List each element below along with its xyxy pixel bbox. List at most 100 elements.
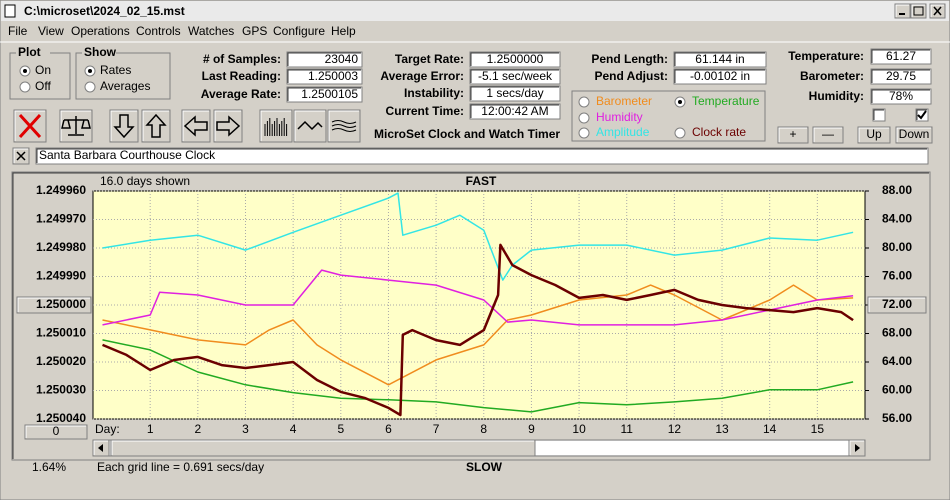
menu-item[interactable]: Watches — [188, 24, 234, 38]
y2-tick-button[interactable] — [867, 296, 927, 314]
field-box — [870, 68, 932, 85]
y2-tick-label: 80.00 — [882, 240, 912, 254]
y-tick-button-highlight — [17, 297, 90, 312]
checkbox-shade — [873, 109, 884, 120]
group-title-bg — [82, 47, 116, 59]
menu-item[interactable]: Controls — [136, 24, 181, 38]
legend-label: Humidity — [596, 110, 643, 124]
menu-item[interactable]: Operations — [71, 24, 130, 38]
button[interactable] — [895, 126, 933, 144]
field-label: # of Samples: — [203, 52, 281, 66]
y-tick-label: 1.249990 — [36, 269, 86, 283]
x-tick-label: 11 — [620, 422, 633, 436]
window-max-button[interactable] — [910, 3, 927, 19]
toolbar-button-down-highlight — [110, 110, 137, 141]
legend-radio[interactable] — [578, 112, 590, 124]
radio-label: Rates — [100, 63, 131, 77]
menu-item[interactable]: File — [8, 24, 28, 38]
toolbar-button-clear-highlight — [14, 110, 45, 141]
button-label: Down — [899, 127, 930, 141]
x-tick-label: 5 — [337, 422, 344, 436]
scroll-thumb[interactable] — [110, 439, 536, 457]
y2-tick-label: 76.00 — [882, 269, 912, 283]
button[interactable] — [777, 126, 809, 144]
y-tick-button[interactable] — [16, 296, 92, 314]
series-line — [102, 284, 854, 386]
field-box-shade — [871, 49, 930, 63]
radio-button[interactable] — [19, 81, 31, 93]
legend-radio[interactable] — [578, 96, 590, 108]
field-box-shade — [674, 69, 765, 83]
series-line — [102, 339, 854, 413]
scroll-left-highlight — [93, 440, 108, 455]
toolbar-button-balance-highlight — [60, 110, 91, 141]
radio-dot — [88, 69, 92, 73]
scroll-zero-button[interactable] — [24, 424, 88, 440]
toolbar-button-wave-highlight — [294, 110, 325, 141]
button[interactable] — [857, 126, 891, 144]
x-tick-label: 2 — [194, 422, 201, 436]
x-tick-label: 1 — [147, 422, 154, 436]
x-tick-label: 4 — [290, 422, 297, 436]
bottom-label: SLOW — [466, 460, 503, 474]
series-line — [102, 269, 854, 326]
y2-tick-label: 64.00 — [882, 354, 912, 368]
toolbar-button-lines-highlight — [328, 110, 359, 141]
field-label: Temperature: — [788, 49, 864, 63]
menu-item[interactable]: GPS — [242, 24, 267, 38]
legend-label: Temperature — [692, 94, 760, 108]
radio-label: On — [35, 63, 51, 77]
legend-radio-dot — [678, 100, 682, 104]
bars-icon — [264, 118, 288, 136]
field-box-shade — [287, 52, 361, 66]
group-title-bg — [16, 47, 50, 59]
x-tick-label: 9 — [528, 422, 535, 436]
field-value: 1 secs/day — [486, 86, 543, 100]
toolbar-button-left[interactable] — [181, 109, 211, 143]
menu-item[interactable]: Help — [331, 24, 356, 38]
toolbar-button-right[interactable] — [213, 109, 243, 143]
y-tick-label: 1.250040 — [36, 411, 86, 425]
x-tick-label: 3 — [242, 422, 249, 436]
field-value: 61.27 — [886, 49, 916, 63]
y-tick-label: 1.250030 — [36, 383, 86, 397]
field-box — [469, 85, 561, 102]
y-tick-label: 1.250000 — [36, 297, 86, 311]
field-box-shade — [674, 52, 765, 66]
field-label: Last Reading: — [202, 69, 281, 83]
legend-radio[interactable] — [578, 127, 590, 139]
field-box — [673, 68, 767, 85]
field-value: 12:00:42 AM — [481, 104, 548, 118]
field-value: 1.250003 — [308, 69, 358, 83]
field-label: Average Error: — [380, 69, 464, 83]
button-highlight — [813, 127, 842, 142]
field-box-shade — [470, 69, 559, 83]
field-value: 29.75 — [886, 69, 916, 83]
radio-button[interactable] — [84, 81, 96, 93]
radio-dot — [23, 69, 27, 73]
field-box-shade — [871, 89, 930, 103]
field-value: 61.144 in — [695, 52, 744, 66]
scroll-thumb-area[interactable] — [535, 441, 849, 455]
field-box-shade — [470, 86, 559, 100]
field-box-shade — [287, 69, 361, 83]
button[interactable] — [812, 126, 844, 144]
checkbox — [872, 108, 886, 122]
series-line — [102, 243, 854, 417]
legend-radio[interactable] — [674, 127, 686, 139]
button-highlight — [858, 127, 889, 142]
field-box-shade — [287, 87, 361, 101]
window-min-button[interactable] — [894, 3, 911, 19]
days-shown: 16.0 days shown — [100, 174, 190, 188]
y-tick-label: 1.250010 — [36, 326, 86, 340]
status: 1.64% — [32, 460, 66, 474]
field-value: -0.00102 in — [690, 69, 750, 83]
radio-label: Off — [35, 79, 51, 93]
x-tick-label: 14 — [763, 422, 777, 436]
scroll-right-highlight — [849, 440, 864, 455]
menu-item[interactable]: Configure — [273, 24, 325, 38]
window-title: C:\microset\2024_02_15.mst — [24, 4, 185, 18]
menu-item[interactable]: View — [38, 24, 64, 38]
y-tick-label: 1.249970 — [36, 212, 86, 226]
button-label: + — [789, 127, 796, 141]
